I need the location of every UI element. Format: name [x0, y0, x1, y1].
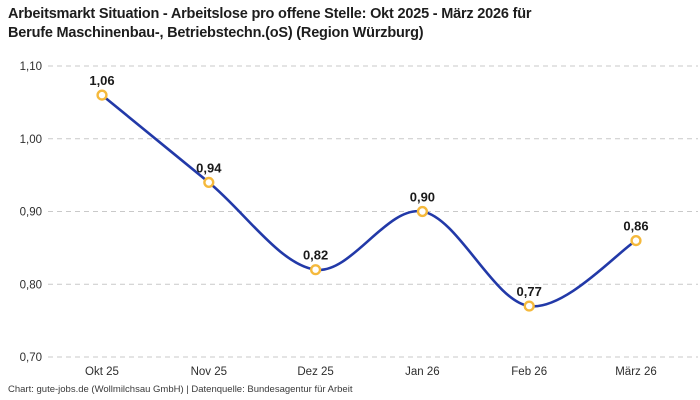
trend-line: [100, 93, 638, 308]
data-point-marker: [630, 235, 642, 247]
x-tick-label: März 26: [615, 366, 657, 378]
data-point-marker: [416, 205, 429, 218]
data-point-label: 0,86: [623, 219, 648, 234]
data-point-marker: [96, 89, 108, 101]
x-tick-label: Okt 25: [85, 366, 119, 378]
data-point-marker: [310, 264, 322, 276]
x-tick-label: Dez 25: [297, 366, 333, 378]
data-point-label: 0,94: [196, 160, 222, 175]
x-tick-label: Feb 26: [511, 366, 547, 378]
data-point-label: 0,77: [517, 284, 542, 299]
chart-title: Arbeitsmarkt Situation - Arbeitslose pro…: [8, 6, 532, 42]
x-tick-label: Jan 26: [405, 366, 440, 378]
data-point-label: 0,90: [410, 190, 435, 205]
y-tick-label: 0,80: [20, 279, 42, 291]
data-point-marker: [203, 176, 215, 189]
data-point-label: 1,06: [89, 73, 114, 88]
x-tick-label: Nov 25: [191, 366, 227, 378]
y-tick-label: 0,70: [20, 352, 42, 364]
y-tick-label: 0,90: [20, 207, 42, 219]
y-tick-label: 1,00: [20, 134, 42, 146]
y-tick-label: 1,10: [20, 61, 42, 73]
chart-attribution: Chart: gute-jobs.de (Wollmilchsau GmbH) …: [8, 384, 353, 395]
data-point-label: 0,82: [303, 248, 328, 263]
data-point-marker: [523, 300, 535, 312]
